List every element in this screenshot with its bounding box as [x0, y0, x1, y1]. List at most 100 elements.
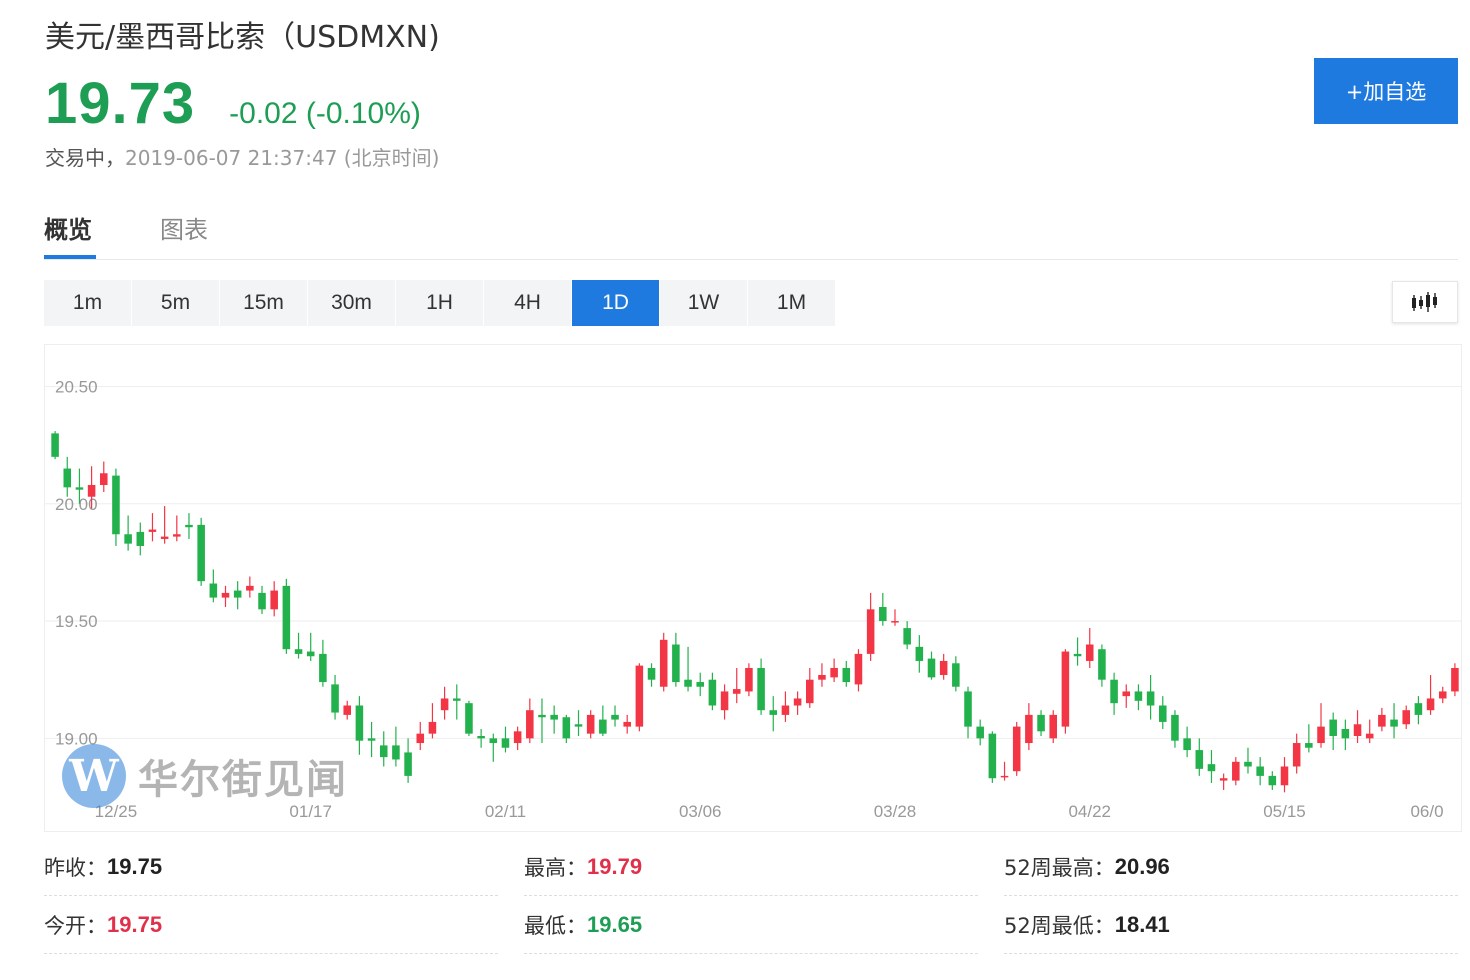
candle [1256, 757, 1264, 786]
candle [854, 649, 863, 692]
tab-chart[interactable]: 图表 [160, 216, 208, 244]
candle [489, 733, 498, 762]
candle [586, 710, 595, 739]
candle [1134, 684, 1143, 711]
price-chart[interactable]: 20.50 20.00 19.50 19.00 12/25 01/17 02/11 03/06… [44, 344, 1462, 832]
candle [185, 513, 193, 539]
candle [306, 632, 315, 661]
candle [160, 506, 169, 544]
candle [355, 696, 364, 755]
candle [952, 656, 960, 692]
period-15m[interactable]: 15m [220, 280, 308, 326]
candle [1061, 649, 1070, 734]
candle [1073, 637, 1082, 666]
candle [1365, 719, 1374, 744]
candle [574, 710, 583, 737]
candle [1268, 771, 1277, 790]
y-tick-label: 19.00 [55, 729, 98, 748]
candle [1244, 747, 1252, 774]
candle [879, 592, 887, 626]
candle [1292, 733, 1301, 774]
candle [221, 585, 230, 607]
candle [270, 581, 278, 617]
candle [1049, 710, 1057, 744]
stat-52w-low: 52周最低： 18.41 [1004, 896, 1458, 954]
y-tick-label: 20.00 [55, 495, 98, 514]
page-title: 美元/墨西哥比索（USDMXN) [45, 20, 440, 55]
period-5m[interactable]: 5m [132, 280, 220, 326]
candle [1402, 705, 1410, 729]
candle [1037, 710, 1045, 737]
period-30m[interactable]: 30m [308, 280, 396, 326]
candle [611, 705, 619, 727]
period-1h[interactable]: 1H [396, 280, 484, 326]
candle [501, 726, 510, 753]
candle [124, 515, 132, 551]
candle [720, 684, 729, 720]
candle [806, 667, 814, 708]
period-1m[interactable]: 1m [44, 280, 132, 326]
candle [1451, 663, 1459, 697]
candle [1110, 672, 1118, 715]
candle [197, 517, 205, 586]
stat-label: 最低： [524, 913, 587, 938]
candle [392, 726, 400, 767]
period-1mo[interactable]: 1M [748, 280, 836, 326]
stat-value: 18.41 [1114, 911, 1170, 937]
candle [112, 468, 120, 546]
x-tick-label: 06/0 [1410, 802, 1443, 821]
candle [246, 576, 254, 598]
candle [842, 660, 851, 687]
period-1w[interactable]: 1W [660, 280, 748, 326]
candle [830, 658, 838, 683]
x-tick-label: 03/06 [679, 802, 722, 821]
candle [87, 466, 96, 509]
x-tick-label: 12/25 [95, 802, 138, 821]
candle [1171, 710, 1179, 748]
stat-label: 今开： [44, 913, 107, 938]
status-label: 交易中， [45, 146, 125, 170]
candle [1195, 738, 1204, 776]
candle [793, 691, 802, 715]
candle [258, 585, 266, 615]
candle [173, 515, 181, 542]
x-tick-label: 05/15 [1263, 802, 1306, 821]
candle [148, 513, 157, 542]
candle [513, 726, 522, 751]
period-selector: 1m 5m 15m 30m 1H 4H 1D 1W 1M [44, 280, 836, 326]
candle [209, 569, 218, 603]
candle [526, 698, 534, 744]
x-tick-label: 02/11 [485, 802, 526, 821]
candlestick-chart: 20.50 20.00 19.50 19.00 12/25 01/17 02/11 03/06… [45, 377, 1461, 821]
chart-type-button[interactable] [1392, 281, 1458, 323]
candle [927, 651, 936, 680]
candle [1280, 757, 1289, 793]
candle [1378, 707, 1386, 732]
candle [331, 675, 339, 720]
candle [379, 731, 388, 767]
trading-status: 交易中，2019-06-07 21:37:47 (北京时间) [45, 142, 439, 171]
candle [343, 700, 351, 720]
y-tick-label: 19.50 [55, 612, 98, 631]
candle [1426, 675, 1435, 715]
period-1d[interactable]: 1D [572, 280, 660, 326]
candle [964, 686, 972, 739]
candle [757, 658, 765, 715]
price-change: -0.02 (-0.10%) [229, 97, 421, 130]
candle [550, 705, 558, 734]
stat-value: 20.96 [1114, 853, 1170, 879]
quote-row: 19.73 -0.02 (-0.10%) [45, 70, 421, 137]
tab-overview[interactable]: 概览 [44, 216, 92, 244]
stat-open: 今开： 19.75 [44, 896, 498, 954]
y-tick-label: 20.50 [55, 377, 98, 396]
stat-label: 最高： [524, 855, 587, 880]
candle [1232, 757, 1240, 786]
add-watchlist-button[interactable]: +加自选 [1314, 58, 1458, 124]
candle [732, 667, 741, 704]
candle [51, 431, 59, 460]
period-4h[interactable]: 4H [484, 280, 572, 326]
candle [294, 632, 303, 659]
candle [1146, 675, 1155, 720]
stat-value: 19.79 [587, 853, 643, 879]
candle [745, 663, 753, 697]
